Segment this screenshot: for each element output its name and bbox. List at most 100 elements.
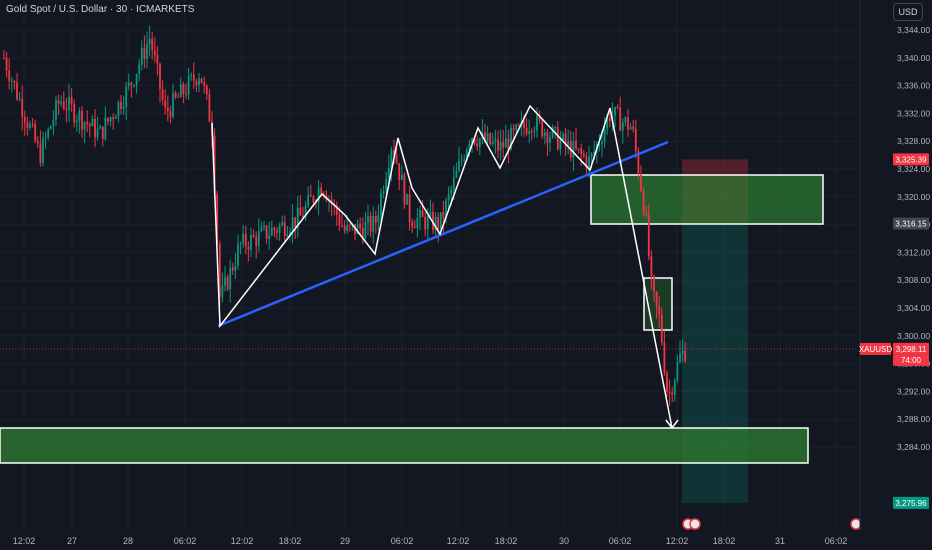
candle-body[interactable] [411, 222, 414, 227]
candle-body[interactable] [377, 215, 380, 223]
candle-body[interactable] [517, 124, 520, 126]
candle-body[interactable] [663, 342, 666, 373]
candle-body[interactable] [190, 74, 193, 77]
candle-body[interactable] [660, 315, 663, 343]
candle-body[interactable] [68, 96, 70, 111]
candle-body[interactable] [140, 47, 143, 65]
candle-body[interactable] [476, 143, 479, 147]
candle-body[interactable] [538, 115, 541, 121]
candle-body[interactable] [187, 76, 190, 95]
candle-body[interactable] [468, 143, 471, 150]
candle-body[interactable] [39, 143, 42, 164]
candle-body[interactable] [335, 204, 338, 215]
candle-body[interactable] [250, 234, 252, 250]
candle-body[interactable] [36, 141, 39, 144]
candle-body[interactable] [99, 126, 102, 129]
candle-body[interactable] [302, 215, 304, 218]
candle-body[interactable] [624, 117, 627, 123]
candle-body[interactable] [572, 140, 575, 158]
candle-body[interactable] [49, 126, 52, 129]
candle-body[interactable] [291, 217, 294, 232]
candle-body[interactable] [393, 149, 395, 156]
candle-body[interactable] [117, 101, 120, 117]
candle-body[interactable] [426, 216, 429, 230]
candle-body[interactable] [666, 372, 668, 393]
candle-body[interactable] [146, 44, 148, 60]
candle-body[interactable] [34, 124, 37, 142]
candle-body[interactable] [442, 212, 445, 219]
candle-body[interactable] [629, 126, 632, 130]
candle-body[interactable] [645, 212, 648, 215]
candle-body[interactable] [642, 190, 645, 213]
candle-body[interactable] [192, 74, 195, 81]
candle-body[interactable] [419, 209, 421, 218]
candle-body[interactable] [650, 256, 653, 277]
candle-body[interactable] [10, 80, 13, 82]
candle-body[interactable] [398, 163, 401, 180]
candle-body[interactable] [257, 231, 260, 246]
candle-body[interactable] [372, 215, 375, 232]
candle-body[interactable] [603, 128, 606, 142]
candle-body[interactable] [309, 194, 312, 197]
candle-body[interactable] [244, 233, 247, 247]
candle-body[interactable] [166, 107, 169, 112]
candle-body[interactable] [114, 116, 117, 119]
candle-body[interactable] [47, 128, 50, 138]
candle-body[interactable] [590, 153, 593, 157]
candle-body[interactable] [229, 267, 232, 290]
candle-body[interactable] [525, 127, 528, 135]
candle-body[interactable] [619, 107, 622, 131]
candle-body[interactable] [460, 160, 463, 162]
candle-body[interactable] [281, 222, 284, 226]
candle-body[interactable] [497, 139, 499, 151]
candle-body[interactable] [286, 234, 289, 236]
candle-body[interactable] [268, 235, 271, 239]
candle-body[interactable] [177, 96, 180, 98]
candle-body[interactable] [510, 127, 512, 150]
candle-body[interactable] [546, 132, 549, 143]
candle-body[interactable] [75, 120, 78, 123]
candle-body[interactable] [239, 243, 242, 245]
candle-body[interactable] [94, 118, 96, 138]
candle-body[interactable] [88, 124, 91, 127]
candle-body[interactable] [671, 392, 674, 395]
candle-body[interactable] [322, 193, 325, 195]
candle-body[interactable] [585, 156, 588, 168]
candle-body[interactable] [62, 101, 65, 109]
candle-body[interactable] [588, 156, 590, 168]
zigzag-pattern[interactable] [211, 104, 673, 429]
candle-body[interactable] [673, 380, 676, 395]
candle-body[interactable] [237, 244, 239, 266]
candle-body[interactable] [627, 117, 629, 130]
candle-body[interactable] [361, 228, 364, 239]
candle-body[interactable] [205, 85, 208, 95]
candle-body[interactable] [567, 141, 570, 145]
candle-body[interactable] [317, 187, 320, 203]
demand-zone[interactable] [0, 427, 809, 464]
candle-body[interactable] [562, 133, 564, 140]
candle-body[interactable] [172, 92, 174, 117]
candle-body[interactable] [543, 132, 546, 137]
candle-body[interactable] [484, 132, 486, 142]
candle-body[interactable] [564, 133, 567, 145]
candle-body[interactable] [676, 362, 679, 381]
candle-body[interactable] [294, 217, 297, 228]
candle-body[interactable] [499, 142, 502, 151]
candle-body[interactable] [26, 122, 29, 128]
candle-body[interactable] [684, 350, 687, 362]
candle-body[interactable] [447, 194, 450, 201]
candle-body[interactable] [86, 122, 89, 125]
trendline[interactable] [217, 140, 669, 328]
candle-body[interactable] [120, 101, 122, 109]
candle-body[interactable] [515, 124, 518, 130]
candle-body[interactable] [390, 149, 393, 168]
candle-body[interactable] [265, 225, 268, 239]
candle-body[interactable] [242, 233, 245, 244]
candle-body[interactable] [385, 178, 388, 192]
candle-body[interactable] [512, 127, 515, 130]
candle-body[interactable] [533, 130, 536, 132]
candle-body[interactable] [320, 187, 323, 194]
candle-body[interactable] [655, 291, 658, 307]
candle-body[interactable] [109, 117, 112, 122]
